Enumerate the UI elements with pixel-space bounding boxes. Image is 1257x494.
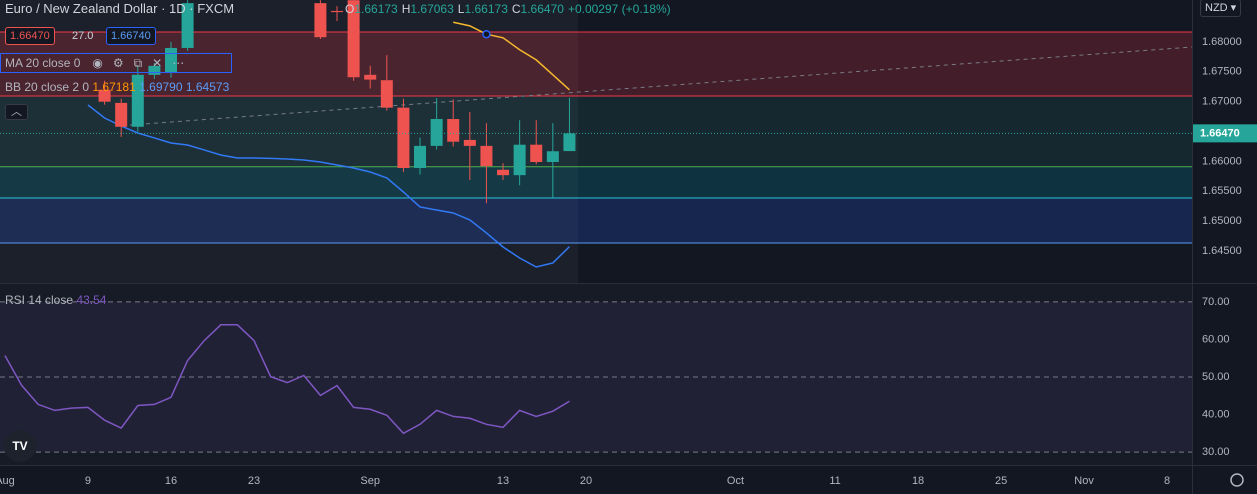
ohlc-value: 1.67063 [410, 2, 454, 16]
bb-name: BB 20 close 2 0 [5, 80, 90, 94]
x-tick-label: Oct [727, 475, 744, 487]
last-price-label: 1.66470 [1200, 127, 1240, 139]
candle-body [513, 144, 526, 176]
candle-body [530, 144, 543, 163]
candle-body [148, 65, 161, 75]
rsi-value: 43.54 [76, 293, 107, 307]
y-tick-label: 1.66000 [1202, 155, 1242, 167]
candle-body [563, 133, 576, 152]
y-tick-label: 50.00 [1202, 371, 1230, 383]
ohlc-value: 1.66470 [520, 2, 564, 16]
x-tick-label: 23 [248, 475, 260, 487]
svg-text:TV: TV [12, 439, 27, 453]
x-tick-label: 9 [85, 475, 91, 487]
y-tick-label: 30.00 [1202, 446, 1230, 458]
rsi-name: RSI 14 close [5, 293, 74, 307]
ohlc-key: O [345, 2, 355, 16]
candle-body [331, 10, 344, 13]
candle-body [314, 3, 327, 38]
ohlc: O1.66173 H1.67063 L1.66173 C1.66470 +0.00297… [345, 1, 671, 17]
trend-line [129, 46, 1192, 126]
bb-lower-line [87, 104, 570, 268]
ohlc-value: 1.66173 [354, 2, 398, 16]
bb-basis: 1.67181 [92, 80, 136, 94]
x-tick-label: Aug [0, 475, 15, 487]
axes: 1.68000 1.67500 1.67000 1.66000 1.65500 1.650… [0, 36, 1257, 487]
candle-body [347, 0, 360, 78]
y-tick-label: 40.00 [1202, 408, 1230, 420]
rsi-pane [0, 284, 1192, 465]
x-tick-label: 16 [165, 475, 177, 487]
candle-body [397, 107, 410, 168]
candle-body [430, 119, 443, 146]
candle-body [364, 74, 377, 80]
change: +0.00297 (+0.18%) [567, 2, 671, 16]
candle-body [380, 80, 393, 108]
currency-button[interactable]: NZD ▾ [1200, 0, 1242, 17]
y-tick-label: 1.67500 [1202, 66, 1242, 78]
candle-body [497, 169, 510, 176]
sell-button[interactable]: 1.66470 [5, 27, 55, 45]
x-tick-label: Sep [360, 475, 380, 487]
settings-icon[interactable] [1230, 473, 1244, 487]
ma-legend[interactable]: MA 20 close 0 ◉⚙⧉✕⋯ [0, 53, 232, 73]
level-zone [0, 166, 1192, 198]
candle-body [115, 102, 128, 127]
symbol: Euro / New Zealand Dollar [5, 1, 158, 16]
ma-line [453, 21, 570, 91]
currency: NZD [1205, 2, 1228, 14]
ohlc-key: H [401, 2, 411, 16]
y-tick-label: 1.64500 [1202, 245, 1242, 257]
candle-body [164, 47, 177, 74]
y-tick-label: 1.65500 [1202, 185, 1242, 197]
last-price-box [1193, 124, 1257, 143]
x-tick-label: 13 [497, 475, 509, 487]
rsi-legend: RSI 14 close 43.54 [5, 292, 106, 308]
candle-body [98, 89, 111, 102]
spread: 27.0 [72, 30, 94, 42]
y-tick-label: 1.68000 [1202, 36, 1242, 48]
bb-upper: 1.69790 [139, 80, 183, 94]
x-tick-label: 8 [1164, 475, 1170, 487]
collapse-button[interactable]: ︿ [5, 104, 28, 120]
source: FXCM [197, 1, 235, 16]
x-tick-label: 11 [829, 475, 840, 487]
x-tick-label: Nov [1074, 475, 1094, 487]
bb-lower: 1.64573 [185, 80, 230, 94]
range-highlight [0, 0, 578, 283]
rsi-line [4, 324, 570, 435]
candle-body [463, 139, 476, 146]
ma-name: MA 20 close 0 [5, 56, 81, 70]
candle-body [480, 145, 493, 167]
price-pane [0, 0, 1192, 268]
y-tick-label: 1.65000 [1202, 215, 1242, 227]
rsi-plot [0, 301, 1192, 453]
candle-body [181, 3, 194, 48]
y-tick-label: 70.00 [1202, 296, 1230, 308]
level-zone [0, 95, 1192, 167]
ohlc-key: L [457, 2, 465, 16]
ohlc-value: 1.66173 [464, 2, 508, 16]
x-tick-label: 25 [995, 475, 1007, 487]
buy-button[interactable]: 1.66740 [106, 27, 156, 45]
candle-body [131, 74, 144, 127]
tv-logo: TV [4, 430, 36, 462]
candle-body [447, 119, 460, 142]
bb-legend: BB 20 close 2 0 1.67181 1.69790 1.64573 [5, 79, 229, 95]
y-tick-label: 1.67000 [1202, 96, 1242, 108]
ohlc-key: C [511, 2, 521, 16]
symbol-title: Euro / New Zealand Dollar · 1D · FXCM [5, 1, 235, 16]
x-tick-label: 20 [580, 475, 592, 487]
y-tick-label: 60.00 [1202, 333, 1230, 345]
level-zone [0, 197, 1192, 243]
level-zone [0, 32, 1192, 96]
x-tick-label: 18 [912, 475, 924, 487]
interval: 1D [169, 1, 186, 16]
candle-body [414, 145, 427, 168]
candle-body [546, 151, 559, 163]
ma-marker [482, 29, 491, 39]
